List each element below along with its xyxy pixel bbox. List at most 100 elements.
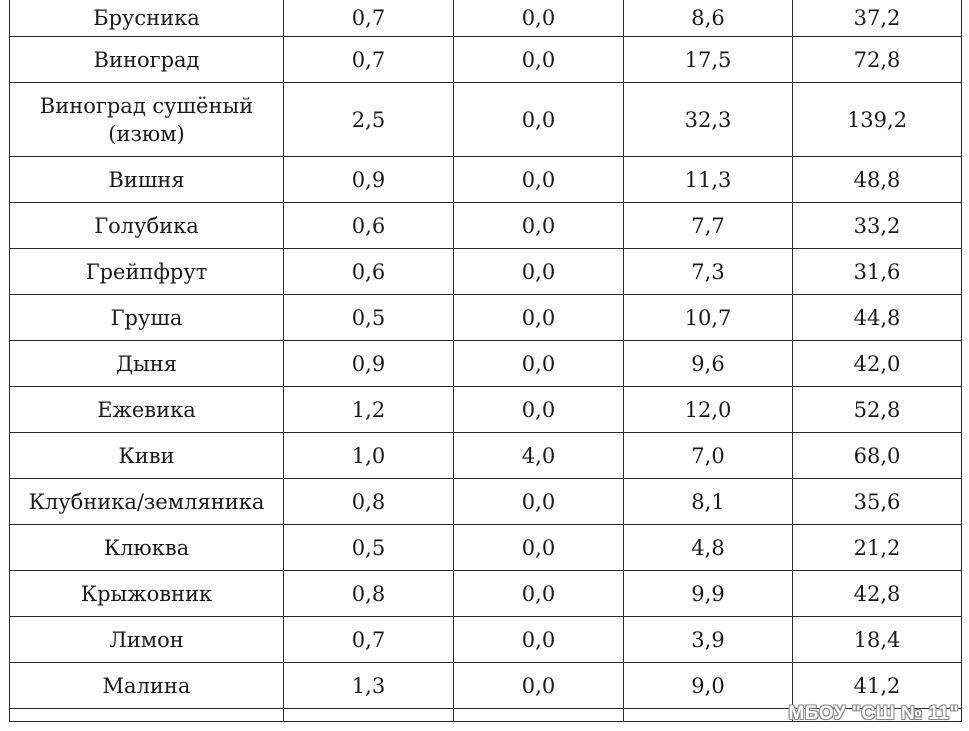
value-cell-col3: 0,0 (453, 248, 624, 295)
value-cell-col5: 41,2 (792, 662, 962, 709)
value-cell-col2: 0,9 (283, 340, 454, 387)
value-cell-col5: 48,8 (792, 156, 962, 203)
value-cell-col3: 0,0 (453, 340, 624, 387)
value-cell-col5: 44,8 (792, 294, 962, 341)
value-cell-col5: 18,4 (792, 616, 962, 663)
value-cell-col4: 7,7 (623, 202, 793, 249)
product-name-cell: Киви (9, 432, 284, 479)
product-name-cell: Крыжовник (9, 570, 284, 617)
value-cell-col3: 0,0 (453, 524, 624, 571)
value-cell-col3: 0,0 (453, 616, 624, 663)
value-cell-col2: 0,7 (283, 0, 454, 37)
table-row: Брусника 0,7 0,0 8,6 37,2 (9, 0, 962, 37)
value-cell-col5: 42,0 (792, 340, 962, 387)
table-row: Киви 1,0 4,0 7,0 68,0 (9, 432, 962, 479)
value-cell-col3: 0,0 (453, 36, 624, 83)
value-cell-col5: 35,6 (792, 478, 962, 525)
value-cell-col4: 7,3 (623, 248, 793, 295)
value-cell-col4: 17,5 (623, 36, 793, 83)
value-cell-col5: 31,6 (792, 248, 962, 295)
product-name-cell: Малина (9, 662, 284, 709)
product-name-cell: Груша (9, 294, 284, 341)
value-cell-col4: 7,0 (623, 432, 793, 479)
value-cell-col3: 0,0 (453, 662, 624, 709)
value-cell-col3: 0,0 (453, 202, 624, 249)
value-cell-col2: 2,5 (283, 82, 454, 157)
product-name-cell: Вишня (9, 156, 284, 203)
empty-cell (792, 708, 962, 722)
table-row: Крыжовник 0,8 0,0 9,9 42,8 (9, 570, 962, 617)
table-row: Виноград 0,7 0,0 17,5 72,8 (9, 36, 962, 83)
empty-cell (9, 708, 284, 722)
value-cell-col4: 4,8 (623, 524, 793, 571)
value-cell-col5: 52,8 (792, 386, 962, 433)
product-name-cell: Виноград (9, 36, 284, 83)
value-cell-col4: 3,9 (623, 616, 793, 663)
value-cell-col3: 0,0 (453, 386, 624, 433)
value-cell-col4: 32,3 (623, 82, 793, 157)
product-name-cell: Ежевика (9, 386, 284, 433)
value-cell-col2: 0,7 (283, 36, 454, 83)
value-cell-col3: 0,0 (453, 478, 624, 525)
value-cell-col4: 10,7 (623, 294, 793, 341)
value-cell-col5: 139,2 (792, 82, 962, 157)
value-cell-col3: 0,0 (453, 570, 624, 617)
table-row: Малина 1,3 0,0 9,0 41,2 (9, 662, 962, 709)
school-watermark: МБОУ "СШ № 11" (788, 703, 959, 724)
value-cell-col2: 0,5 (283, 524, 454, 571)
product-name-cell: Голубика (9, 202, 284, 249)
value-cell-col4: 12,0 (623, 386, 793, 433)
product-name-cell: Грейпфрут (9, 248, 284, 295)
value-cell-col5: 21,2 (792, 524, 962, 571)
value-cell-col4: 9,0 (623, 662, 793, 709)
product-name-cell: Дыня (9, 340, 284, 387)
value-cell-col3: 0,0 (453, 156, 624, 203)
table-row: Клюква 0,5 0,0 4,8 21,2 (9, 524, 962, 571)
table-row: Груша 0,5 0,0 10,7 44,8 (9, 294, 962, 341)
table-body: Брусника 0,7 0,0 8,6 37,2 Виноград 0,7 0… (9, 0, 962, 722)
value-cell-col2: 0,8 (283, 570, 454, 617)
empty-cell (283, 708, 454, 722)
value-cell-col3: 0,0 (453, 0, 624, 37)
product-name-cell: Лимон (9, 616, 284, 663)
value-cell-col5: 33,2 (792, 202, 962, 249)
table-row: Вишня 0,9 0,0 11,3 48,8 (9, 156, 962, 203)
product-name-cell: Виноград сушёный (изюм) (9, 82, 284, 157)
value-cell-col3: 4,0 (453, 432, 624, 479)
table-row: Голубика 0,6 0,0 7,7 33,2 (9, 202, 962, 249)
value-cell-col5: 72,8 (792, 36, 962, 83)
value-cell-col2: 0,6 (283, 248, 454, 295)
table-row: Виноград сушёный (изюм) 2,5 0,0 32,3 139… (9, 82, 962, 157)
value-cell-col4: 9,9 (623, 570, 793, 617)
empty-cell (453, 708, 624, 722)
value-cell-col5: 42,8 (792, 570, 962, 617)
value-cell-col4: 9,6 (623, 340, 793, 387)
product-name-cell: Клюква (9, 524, 284, 571)
table-row: Дыня 0,9 0,0 9,6 42,0 (9, 340, 962, 387)
nutrition-table: Брусника 0,7 0,0 8,6 37,2 Виноград 0,7 0… (9, 0, 962, 722)
value-cell-col2: 0,7 (283, 616, 454, 663)
value-cell-col3: 0,0 (453, 294, 624, 341)
value-cell-col4: 11,3 (623, 156, 793, 203)
value-cell-col2: 0,6 (283, 202, 454, 249)
value-cell-col3: 0,0 (453, 82, 624, 157)
empty-cell (623, 708, 793, 722)
table-row: Ежевика 1,2 0,0 12,0 52,8 (9, 386, 962, 433)
table-row: Клубника/земляника 0,8 0,0 8,1 35,6 (9, 478, 962, 525)
value-cell-col2: 0,9 (283, 156, 454, 203)
value-cell-col2: 0,8 (283, 478, 454, 525)
table-row: Грейпфрут 0,6 0,0 7,3 31,6 (9, 248, 962, 295)
value-cell-col2: 1,0 (283, 432, 454, 479)
table-row: Лимон 0,7 0,0 3,9 18,4 (9, 616, 962, 663)
value-cell-col5: 68,0 (792, 432, 962, 479)
product-name-cell: Клубника/земляника (9, 478, 284, 525)
table-row-partial (9, 708, 962, 722)
value-cell-col5: 37,2 (792, 0, 962, 37)
value-cell-col4: 8,6 (623, 0, 793, 37)
product-name-cell: Брусника (9, 0, 284, 37)
value-cell-col2: 1,3 (283, 662, 454, 709)
value-cell-col2: 1,2 (283, 386, 454, 433)
value-cell-col4: 8,1 (623, 478, 793, 525)
value-cell-col2: 0,5 (283, 294, 454, 341)
